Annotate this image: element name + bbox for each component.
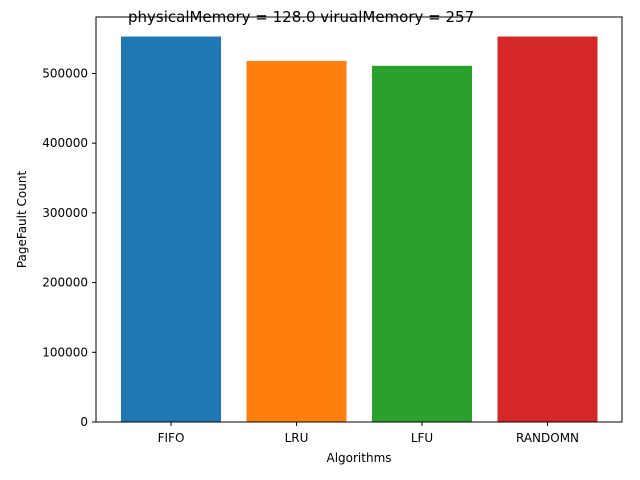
x-tick-label: RANDOMN — [516, 431, 579, 445]
y-axis-label: PageFault Count — [15, 171, 29, 269]
bars-group — [121, 36, 598, 423]
bar-lfu — [372, 65, 472, 423]
bar-fifo — [121, 36, 221, 423]
x-tick-label: FIFO — [158, 431, 185, 445]
x-tick-label: LFU — [411, 431, 433, 445]
x-tick-label: LRU — [285, 431, 309, 445]
y-tick-label: 500000 — [42, 66, 88, 80]
y-tick-label: 100000 — [42, 345, 88, 359]
y-tick-label: 300000 — [42, 206, 88, 220]
y-tick-label: 400000 — [42, 136, 88, 150]
x-axis-label: Algorithms — [326, 451, 391, 465]
y-tick-label: 200000 — [42, 276, 88, 290]
x-axis-ticks: FIFO LRU LFU RANDOMN — [158, 422, 579, 445]
y-axis-ticks: 0 100000 200000 300000 400000 500000 — [42, 66, 96, 429]
bar-lru — [246, 60, 347, 423]
bar-randomn — [497, 36, 598, 423]
y-tick-label: 0 — [80, 415, 88, 429]
axes-frame — [95, 16, 623, 423]
